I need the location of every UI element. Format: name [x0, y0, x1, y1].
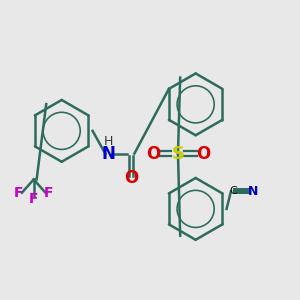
Text: O: O: [196, 145, 210, 163]
Text: S: S: [172, 145, 184, 163]
Text: N: N: [102, 145, 116, 163]
Text: O: O: [124, 169, 138, 187]
Text: F: F: [44, 186, 53, 200]
Text: O: O: [146, 145, 160, 163]
Text: F: F: [29, 192, 38, 206]
Text: H: H: [104, 135, 113, 148]
Text: F: F: [14, 186, 24, 200]
Text: C: C: [229, 186, 237, 196]
Text: N: N: [248, 185, 258, 198]
